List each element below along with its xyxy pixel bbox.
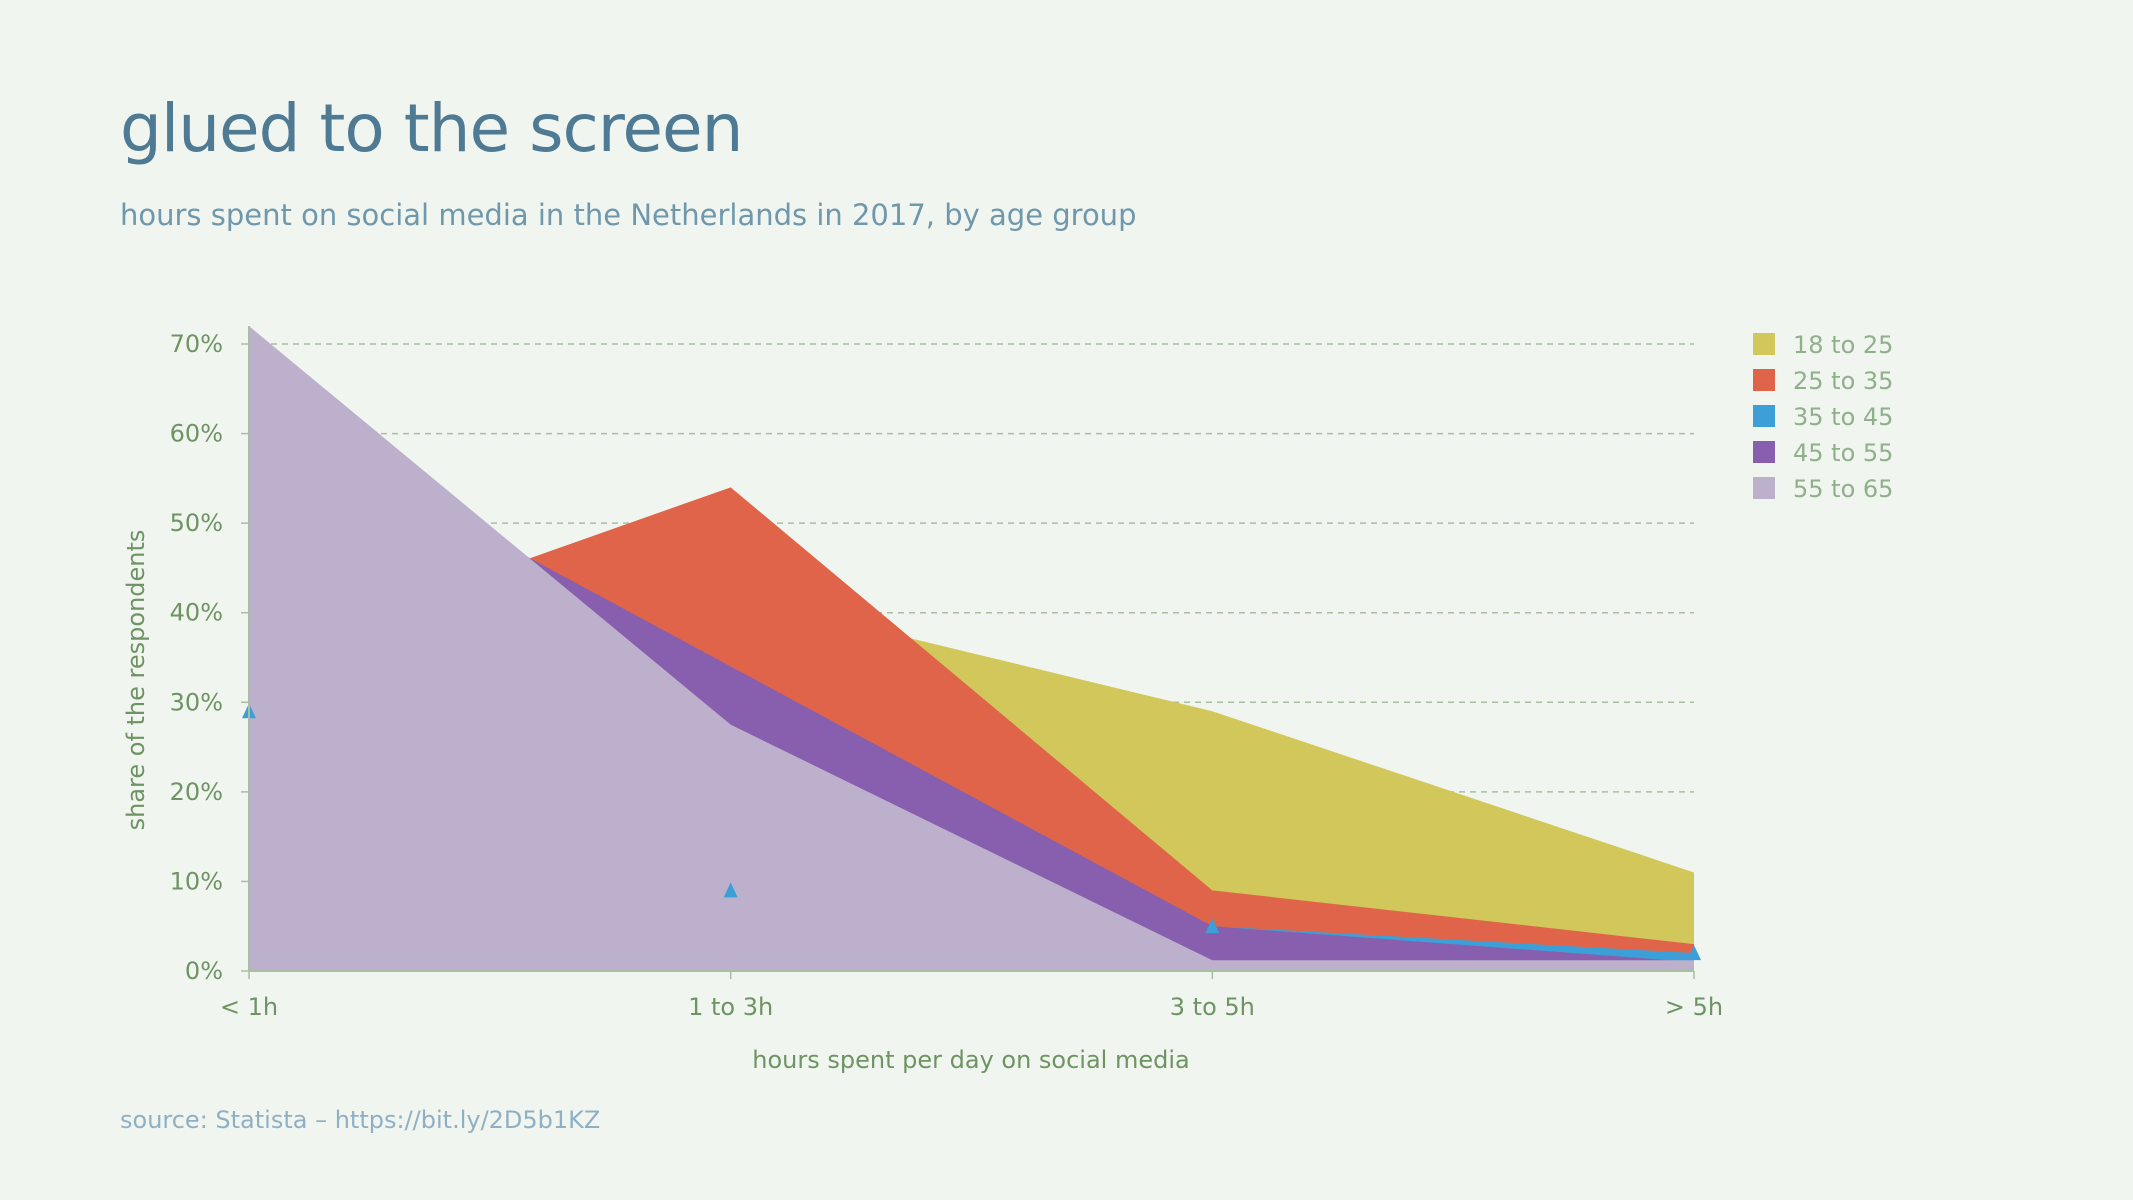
legend-label: 18 to 25 [1793, 331, 1893, 359]
source-note: source: Statista – https://bit.ly/2D5b1K… [120, 1106, 601, 1134]
x-tick-label: 1 to 3h [688, 993, 773, 1021]
legend-swatch [1753, 369, 1775, 391]
y-tick-label: 30% [170, 688, 223, 716]
legend-swatch [1753, 477, 1775, 499]
y-tick-label: 50% [170, 509, 223, 537]
x-tick-label: < 1h [220, 993, 278, 1021]
area-55-to-65 [249, 326, 1694, 972]
legend-swatch [1753, 441, 1775, 463]
data-point-marker [1205, 918, 1220, 934]
y-tick-label: 20% [170, 778, 223, 806]
legend-label: 55 to 65 [1793, 475, 1893, 503]
y-tick-label: 40% [170, 599, 223, 627]
legend-label: 25 to 35 [1793, 367, 1893, 395]
y-tick-label: 0% [185, 957, 223, 985]
y-axis-label: share of the respondents [122, 530, 150, 831]
x-tick-label: 3 to 5h [1170, 993, 1255, 1021]
legend-swatch [1753, 405, 1775, 427]
chart-title: glued to the screen [120, 90, 743, 167]
chart-subtitle: hours spent on social media in the Nethe… [120, 198, 1137, 232]
legend-swatch [1753, 333, 1775, 355]
legend-label: 45 to 55 [1793, 439, 1893, 467]
x-tick-label: > 5h [1665, 993, 1723, 1021]
legend-label: 35 to 45 [1793, 403, 1893, 431]
data-point-marker [1687, 945, 1701, 961]
y-tick-label: 10% [170, 867, 223, 895]
x-axis-label: hours spent per day on social media [752, 1046, 1189, 1074]
y-tick-label: 70% [170, 330, 223, 358]
data-point-marker [723, 882, 738, 898]
y-tick-label: 60% [170, 420, 223, 448]
